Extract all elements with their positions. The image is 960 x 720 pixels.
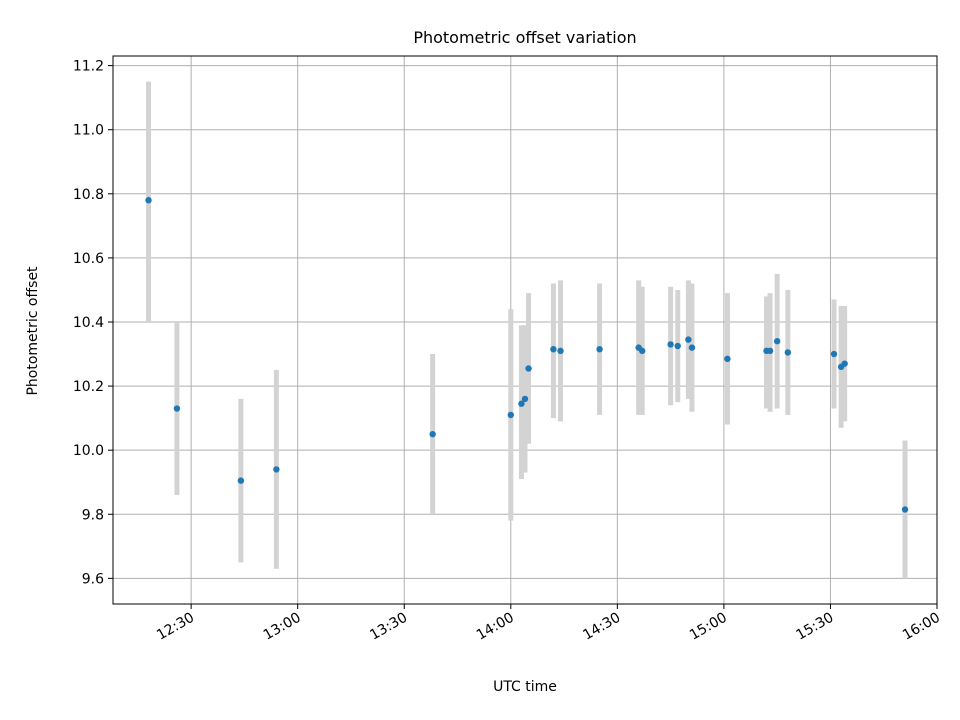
- data-points: [145, 197, 909, 513]
- grid: [113, 56, 938, 604]
- data-point: [784, 349, 792, 356]
- data-point: [724, 355, 731, 363]
- data-point: [507, 411, 514, 419]
- y-axis-label: Photometric offset: [25, 266, 41, 396]
- data-point: [145, 197, 152, 204]
- data-point: [550, 346, 557, 353]
- plot-frame: [112, 55, 938, 605]
- data-point: [773, 338, 781, 345]
- data-point: [901, 506, 909, 513]
- data-point: [273, 466, 280, 473]
- y-tick-label: 9.6: [82, 571, 104, 587]
- y-axis-ticks: 9.6 9.8 10.0 10.2 10.4 10.6 10.8 11.0 11.2: [73, 59, 113, 587]
- data-point: [685, 336, 692, 343]
- data-point: [688, 344, 696, 351]
- y-tick-label: 11.0: [73, 123, 104, 139]
- data-point: [667, 341, 674, 348]
- y-tick-label: 11.2: [73, 59, 104, 75]
- data-point: [521, 395, 529, 403]
- y-tick-label: 10.8: [73, 187, 104, 203]
- data-point: [518, 400, 525, 407]
- data-point: [841, 360, 848, 367]
- data-point: [173, 405, 181, 412]
- y-tick-label: 10.0: [73, 443, 104, 459]
- x-axis-label: UTC time: [493, 679, 557, 695]
- y-tick-label: 10.6: [73, 251, 104, 267]
- data-point: [830, 350, 838, 358]
- data-point: [557, 347, 564, 355]
- y-tick-label: 10.2: [73, 379, 104, 395]
- data-point: [596, 346, 603, 353]
- data-point: [766, 347, 774, 355]
- data-point: [674, 342, 681, 350]
- y-tick-label: 10.4: [73, 315, 104, 331]
- data-point: [525, 365, 532, 372]
- chart-title: Photometric offset variation: [413, 28, 636, 47]
- y-tick-label: 9.8: [82, 507, 104, 523]
- data-point: [429, 430, 436, 438]
- data-point: [237, 477, 245, 484]
- data-point: [639, 347, 646, 355]
